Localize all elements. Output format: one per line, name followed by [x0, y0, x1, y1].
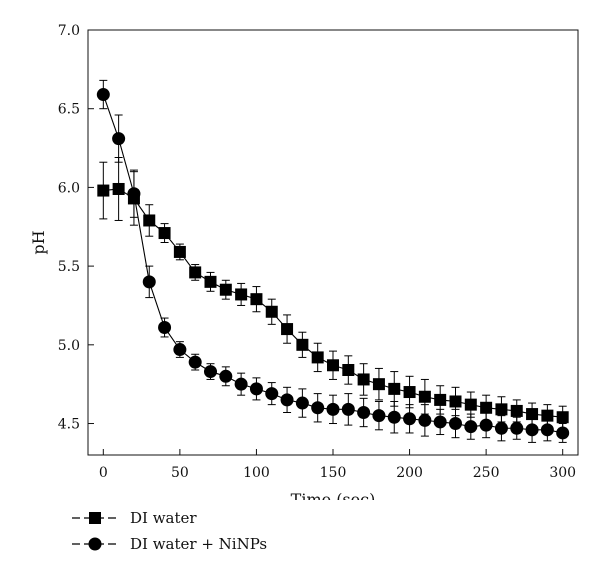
square-marker-icon	[72, 512, 120, 524]
x-tick-label: 200	[396, 465, 423, 481]
legend-item-di-water: DI water	[70, 505, 267, 531]
data-point-circle	[295, 396, 309, 410]
data-point-square	[143, 214, 156, 227]
data-point-square	[510, 404, 523, 417]
data-point-circle	[249, 382, 263, 396]
data-point-circle	[158, 321, 172, 334]
data-point-circle	[96, 88, 110, 102]
data-point-square	[418, 390, 431, 403]
data-point-circle	[449, 417, 462, 431]
data-point-square	[112, 182, 125, 195]
data-point-circle	[357, 406, 371, 419]
data-point-square	[556, 411, 569, 424]
x-tick-label: 50	[171, 465, 189, 481]
data-point-circle	[341, 402, 355, 416]
data-point-circle	[403, 412, 417, 426]
data-point-square	[281, 323, 294, 336]
data-point-square	[342, 364, 355, 376]
data-point-square	[204, 275, 217, 288]
data-point-square	[311, 351, 324, 364]
y-axis-title: pH	[29, 230, 48, 254]
data-point-square	[449, 395, 462, 408]
y-tick-label: 6.5	[58, 102, 80, 118]
x-tick-label: 0	[99, 465, 108, 481]
series-layer	[96, 79, 570, 443]
data-point-square	[265, 305, 278, 318]
data-point-square	[357, 373, 370, 386]
data-point-circle	[265, 387, 279, 401]
x-tick-label: 100	[243, 465, 270, 481]
data-point-circle	[540, 423, 554, 437]
legend: DI water DI water + NiNPs	[70, 505, 267, 557]
data-point-circle	[556, 426, 570, 440]
data-point-circle	[479, 418, 493, 432]
data-point-circle	[112, 132, 126, 146]
data-point-circle	[418, 413, 432, 427]
data-point-circle	[127, 187, 141, 201]
data-point-circle	[525, 423, 539, 437]
y-tick-label: 6.0	[58, 180, 80, 196]
data-point-square	[97, 184, 110, 197]
data-point-square	[372, 378, 385, 391]
x-axis-title: Time (sec)	[291, 490, 376, 500]
data-point-circle	[280, 393, 294, 407]
data-point-circle	[494, 421, 508, 435]
y-tick-label: 4.5	[58, 417, 80, 433]
data-point-square	[296, 338, 309, 351]
data-point-circle	[188, 355, 202, 369]
data-point-square	[158, 227, 171, 240]
data-point-square	[250, 293, 263, 306]
circle-marker-icon	[72, 537, 120, 551]
y-tick-label: 5.0	[58, 338, 80, 354]
x-tick-label: 300	[549, 465, 576, 481]
data-point-circle	[326, 402, 340, 416]
x-tick-label: 150	[320, 465, 347, 481]
data-point-circle	[372, 409, 386, 423]
series-square	[97, 157, 569, 429]
data-point-circle	[510, 421, 524, 435]
data-point-square	[173, 245, 186, 258]
data-point-square	[434, 393, 447, 406]
legend-item-di-water-ninps: DI water + NiNPs	[70, 531, 267, 557]
data-point-square	[388, 382, 401, 395]
y-tick-label: 5.5	[58, 259, 80, 275]
series-line	[102, 94, 563, 434]
data-point-circle	[204, 365, 217, 379]
data-point-square	[327, 359, 339, 372]
x-tick-label: 250	[473, 465, 500, 481]
axis-ticks: 0 50 100 150 200 250 300 4.5 5.0 5.5 6.0 6.5 7.0	[58, 23, 576, 481]
data-point-square	[219, 283, 232, 296]
data-point-square	[464, 398, 477, 411]
data-point-circle	[387, 410, 401, 424]
legend-label-di-water-ninps: DI water + NiNPs	[130, 535, 268, 553]
data-point-square	[403, 386, 416, 399]
data-point-square	[495, 403, 508, 416]
data-point-circle	[464, 420, 478, 434]
data-point-circle	[173, 343, 187, 357]
data-point-circle	[234, 377, 248, 391]
data-point-square	[480, 401, 493, 414]
data-point-square	[235, 288, 248, 301]
data-point-circle	[311, 401, 325, 415]
data-point-square	[189, 266, 202, 279]
series-line	[103, 188, 563, 418]
data-point-circle	[433, 415, 447, 429]
data-point-circle	[219, 369, 233, 383]
series-circle	[96, 79, 570, 443]
ph-time-chart: 0 50 100 150 200 250 300 4.5 5.0 5.5 6.0 6.5 7.0 Tim…	[29, 23, 579, 500]
y-tick-label: 7.0	[58, 23, 80, 39]
legend-label-di-water: DI water	[130, 509, 197, 527]
data-point-circle	[142, 275, 156, 289]
